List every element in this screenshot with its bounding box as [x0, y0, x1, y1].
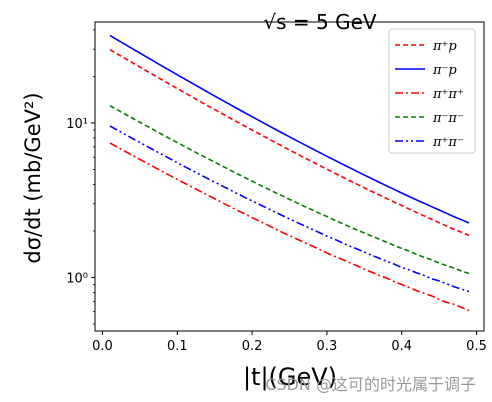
x-tick-label: 0.2	[242, 339, 263, 354]
x-tick-label: 0.5	[466, 339, 487, 354]
plot-frame	[94, 21, 485, 332]
legend-label: π⁺π⁻	[432, 135, 464, 150]
legend-label: π⁺π⁺	[432, 87, 464, 102]
series-line-3	[109, 104, 470, 275]
plot-area: 0.0 0.1 0.2 0.3 0.4 0.5 10⁰ 10¹	[66, 21, 487, 354]
y-axis-ticks: 10⁰ 10¹	[66, 29, 95, 325]
series-line-0	[109, 48, 470, 237]
series-line-4	[109, 125, 470, 293]
y-tick-label: 10¹	[66, 117, 88, 132]
legend: π⁺p π⁻p π⁺π⁺ π⁻π⁻ π⁺π⁻	[388, 28, 476, 154]
legend-box	[388, 28, 476, 154]
x-axis-ticks: 0.0 0.1 0.2 0.3 0.4 0.5	[92, 331, 487, 354]
legend-label: π⁺p	[432, 39, 457, 54]
y-axis-label: dσ/dt (mb/GeV²)	[21, 92, 45, 263]
series-line-1	[109, 34, 470, 224]
legend-label: π⁻π⁻	[432, 111, 464, 126]
watermark: CSDN @这可的时光属于调子	[265, 375, 476, 394]
y-tick-label: 10⁰	[66, 271, 88, 286]
legend-label: π⁻p	[432, 63, 457, 78]
x-tick-label: 0.0	[92, 339, 113, 354]
x-tick-label: 0.4	[391, 339, 412, 354]
x-axis-label: |t|(GeV)	[243, 363, 337, 391]
x-tick-label: 0.3	[317, 339, 338, 354]
series-lines	[109, 34, 470, 312]
series-line-2	[109, 142, 470, 312]
x-tick-label: 0.1	[167, 339, 188, 354]
